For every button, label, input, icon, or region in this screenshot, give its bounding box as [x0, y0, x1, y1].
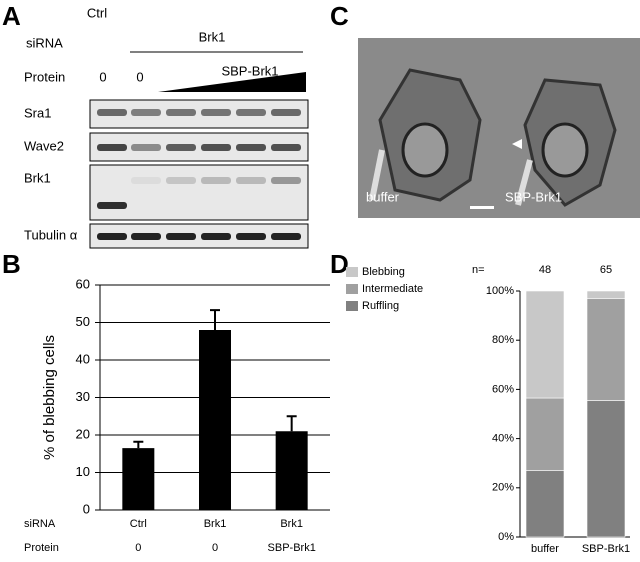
x-tick-label: Brk1 — [280, 518, 303, 530]
x-tick-label: Ctrl — [130, 518, 147, 530]
band — [271, 177, 301, 184]
band — [271, 109, 301, 116]
legend-swatch — [346, 267, 358, 277]
bar-segment — [586, 290, 626, 299]
bar — [122, 448, 155, 510]
row-label: Protein — [24, 69, 65, 84]
panel-label: C — [330, 1, 349, 31]
bar-segment — [586, 400, 626, 538]
blot-strip — [89, 164, 309, 221]
y-tick-label: 0% — [498, 531, 514, 543]
n-label: 65 — [600, 264, 612, 276]
blot-label: Wave2 — [24, 138, 64, 153]
band — [131, 109, 161, 116]
legend-label: Ruffling — [362, 300, 399, 312]
band — [236, 177, 266, 184]
bar-segment — [525, 290, 565, 399]
panel-label: D — [330, 249, 349, 279]
y-tick-label: 40 — [76, 351, 90, 366]
lane-label: Ctrl — [87, 5, 107, 20]
band — [201, 144, 231, 151]
bar — [275, 431, 308, 510]
legend-swatch — [346, 284, 358, 294]
bar-segment — [586, 298, 626, 401]
lane-label: Brk1 — [199, 29, 226, 44]
band — [271, 233, 301, 240]
panel-label: A — [2, 1, 21, 31]
band — [97, 144, 127, 151]
y-tick-label: 50 — [76, 314, 90, 329]
band — [131, 177, 161, 184]
n-label: 48 — [539, 264, 551, 276]
row-label: siRNA — [26, 35, 63, 50]
bar — [199, 330, 231, 510]
x-tick-label: 0 — [212, 542, 218, 554]
x-tick-label: SBP-Brk1 — [268, 542, 316, 554]
band — [166, 233, 196, 240]
band — [271, 144, 301, 151]
band — [236, 233, 266, 240]
n-label: n= — [472, 264, 485, 276]
x-tick-label: buffer — [531, 543, 559, 555]
x-tick-label: SBP-Brk1 — [582, 543, 630, 555]
row-label: siRNA — [24, 518, 56, 530]
y-tick-label: 40% — [492, 433, 514, 445]
y-tick-label: 30 — [76, 389, 90, 404]
y-tick-label: 10 — [76, 464, 90, 479]
legend-label: Intermediate — [362, 283, 423, 295]
bar-segment — [525, 470, 565, 538]
image-caption: SBP-Brk1 — [505, 189, 562, 204]
band — [97, 202, 127, 209]
x-tick-label: 0 — [135, 542, 141, 554]
y-tick-label: 100% — [486, 285, 514, 297]
legend-swatch — [346, 301, 358, 311]
band — [131, 233, 161, 240]
lane-label: 0 — [99, 69, 106, 84]
y-tick-label: 20% — [492, 482, 514, 494]
y-tick-label: 80% — [492, 334, 514, 346]
micrograph — [358, 38, 640, 218]
band — [131, 144, 161, 151]
band — [166, 144, 196, 151]
y-axis-label: % of blebbing cells — [41, 335, 58, 460]
band — [201, 177, 231, 184]
image-caption: buffer — [366, 189, 400, 204]
lane-label: 0 — [136, 69, 143, 84]
gradient-triangle — [158, 72, 306, 92]
band — [201, 233, 231, 240]
blot-label: Brk1 — [24, 170, 51, 185]
bar-segment — [525, 397, 565, 471]
lane-label: SBP-Brk1 — [221, 63, 278, 78]
blot-label: Sra1 — [24, 105, 51, 120]
band — [236, 109, 266, 116]
blot-label: Tubulin α — [24, 227, 78, 242]
band — [97, 109, 127, 116]
band — [97, 233, 127, 240]
band — [201, 109, 231, 116]
y-tick-label: 60% — [492, 383, 514, 395]
row-label: Protein — [24, 542, 59, 554]
legend-label: Blebbing — [362, 266, 405, 278]
y-tick-label: 20 — [76, 426, 90, 441]
band — [166, 177, 196, 184]
y-tick-label: 60 — [76, 276, 90, 291]
y-tick-label: 0 — [83, 501, 90, 516]
x-tick-label: Brk1 — [204, 518, 227, 530]
band — [236, 144, 266, 151]
band — [166, 109, 196, 116]
panel-label: B — [2, 249, 21, 279]
